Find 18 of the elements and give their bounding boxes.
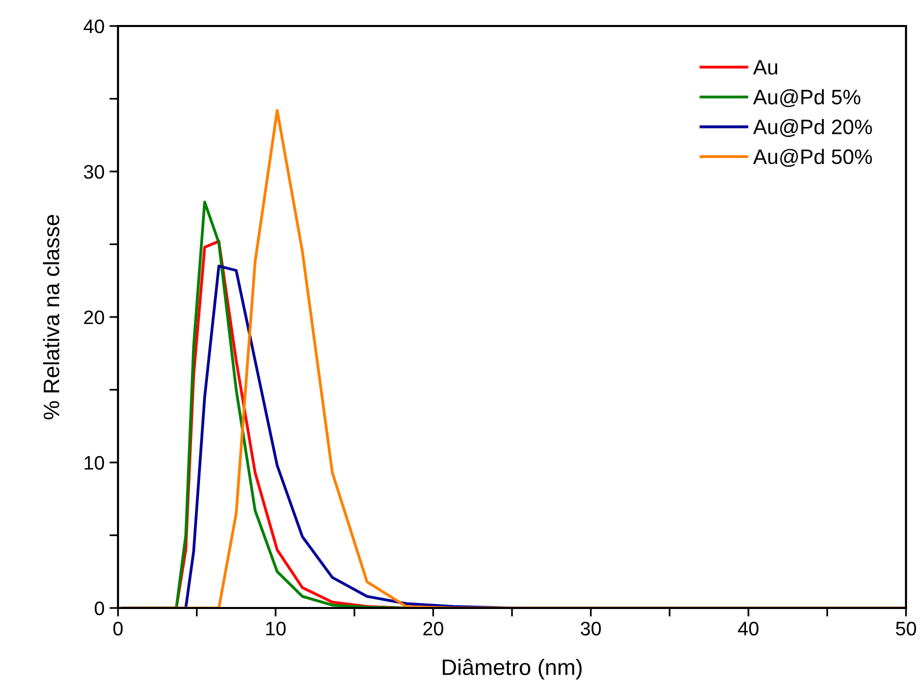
x-tick-label: 30 [580, 622, 601, 636]
legend-label: Au@Pd 20% [753, 119, 872, 137]
x-tick-label: 50 [896, 622, 916, 636]
y-tick-label: 30 [84, 164, 104, 179]
x-tick-label: 10 [266, 622, 286, 636]
y-tick-label: 10 [84, 456, 104, 470]
y-tick-label: 20 [84, 310, 104, 324]
x-axis-title: Diâmetro (nm) [442, 658, 582, 680]
legend-label: Au@Pd 50% [753, 148, 872, 167]
legend-label: Au [753, 60, 778, 75]
x-tick-label: 20 [423, 622, 444, 636]
y-axis-title: % Relativa na classe [43, 214, 60, 420]
x-tick-label: 0 [113, 622, 123, 636]
y-tick-label: 40 [84, 19, 104, 34]
line-series [121, 109, 906, 608]
legend-label: Au@Pd 5% [753, 89, 860, 108]
x-tick-label: 40 [738, 622, 758, 636]
y-tick-label: 0 [94, 601, 104, 616]
